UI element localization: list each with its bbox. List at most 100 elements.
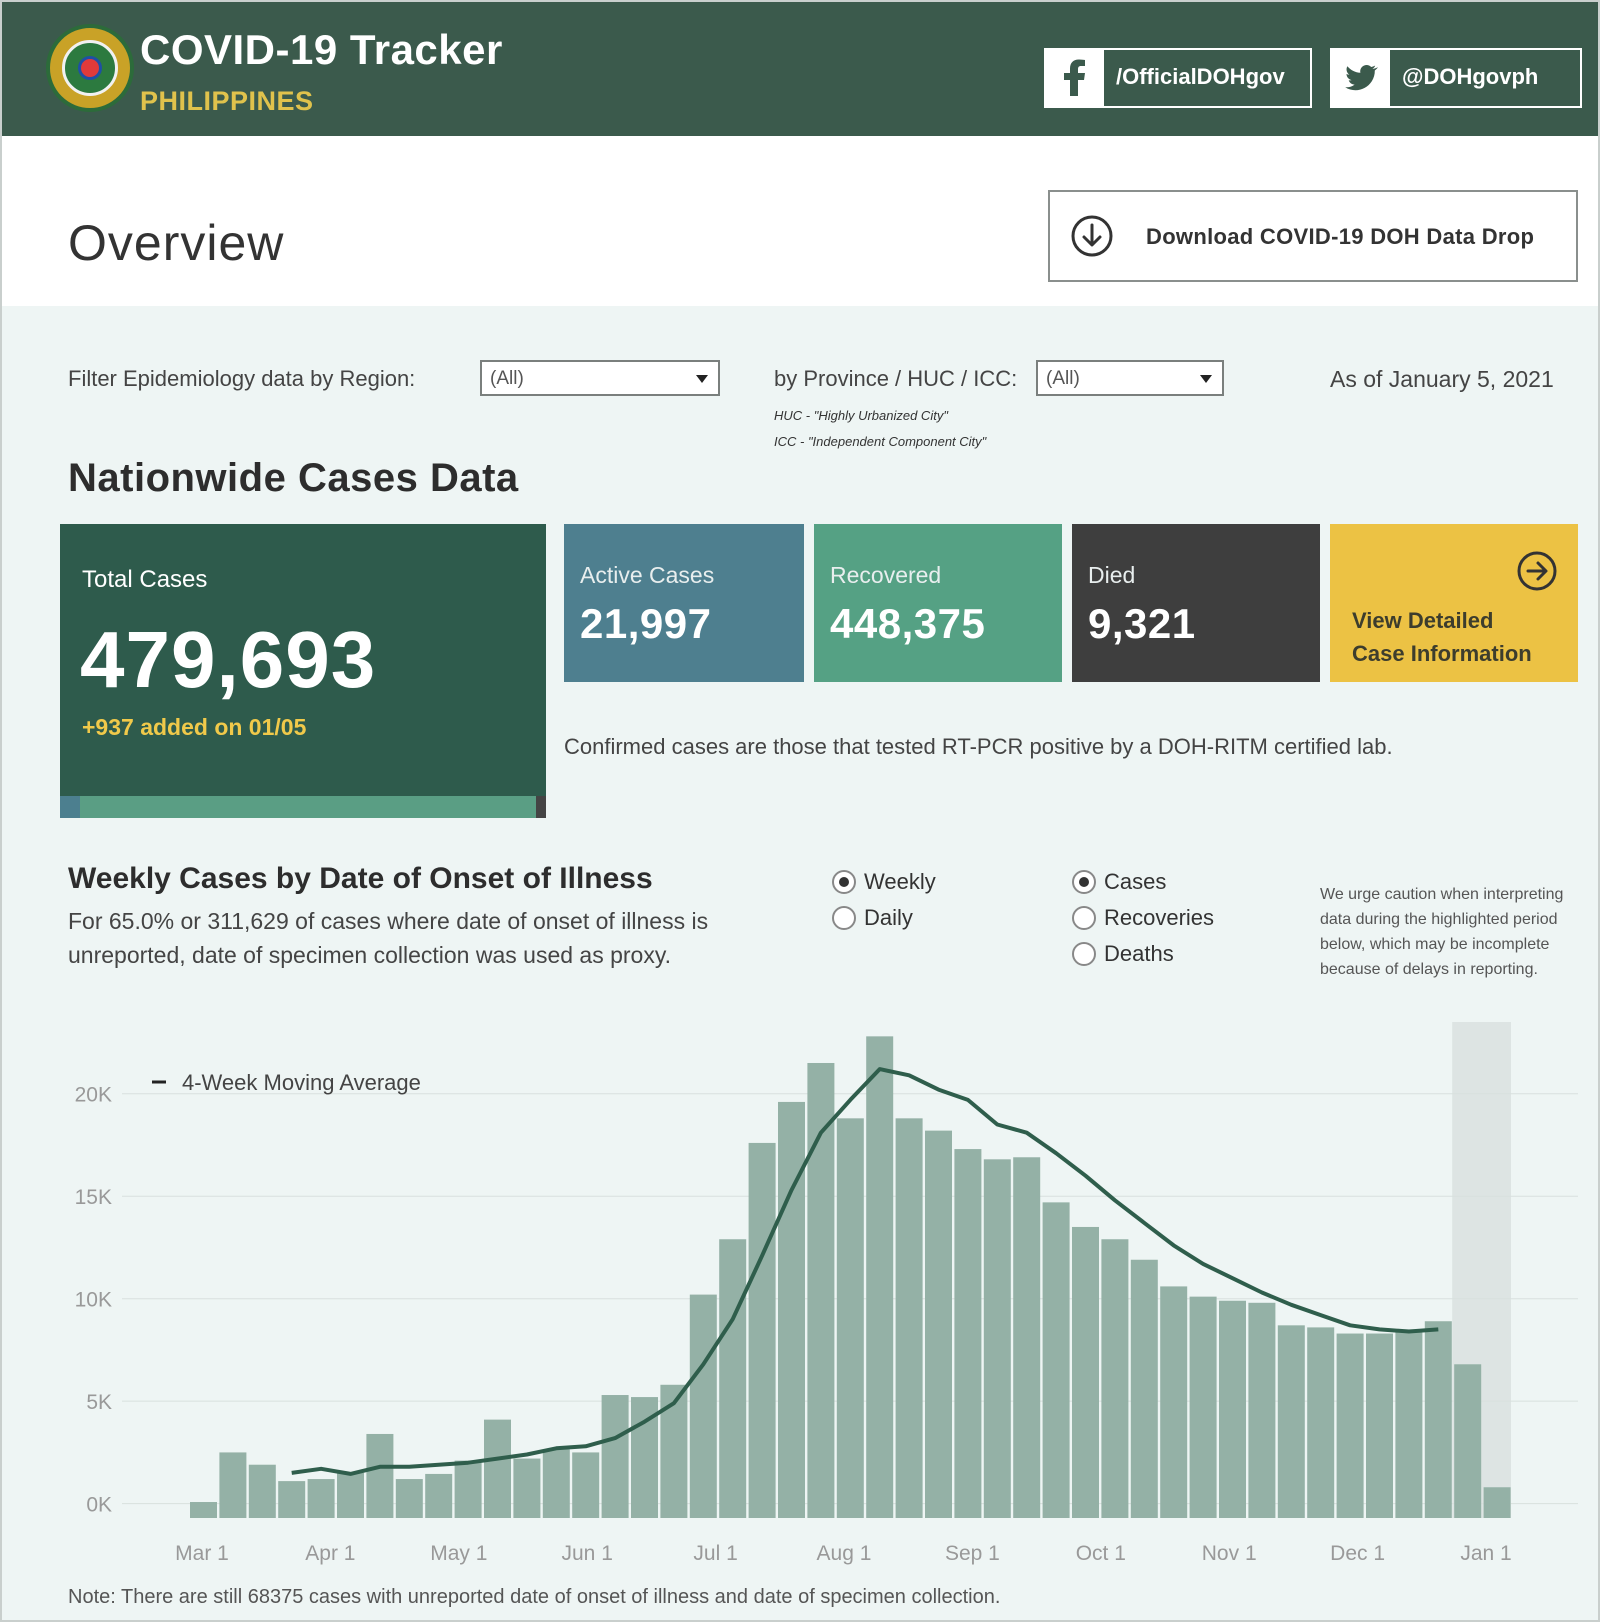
- province-filter-label: by Province / HUC / ICC:: [774, 366, 1018, 391]
- twitter-label: @DOHgovph: [1402, 64, 1539, 89]
- recovered-card: Recovered 448,375: [814, 524, 1062, 682]
- x-tick-label: Jun 1: [562, 1542, 613, 1565]
- bar: [807, 1062, 835, 1518]
- caution-note: We urge caution when interpreting data d…: [1320, 886, 1564, 978]
- x-tick-label: Nov 1: [1202, 1542, 1257, 1565]
- bar: [719, 1239, 747, 1518]
- overview-bar: Overview Download COVID-19 DOH Data Drop: [2, 136, 1598, 306]
- bar: [572, 1452, 600, 1518]
- bar: [484, 1419, 511, 1518]
- confirmed-cases-note: Confirmed cases are those that tested RT…: [564, 734, 1393, 759]
- bar: [1042, 1202, 1070, 1518]
- facebook-label: /OfficialDOHgov: [1116, 64, 1285, 89]
- bar: [278, 1481, 306, 1518]
- bar: [337, 1472, 364, 1518]
- y-tick-label: 10K: [75, 1289, 112, 1312]
- recovered-value: 448,375: [830, 600, 986, 647]
- total-cases-label: Total Cases: [82, 566, 208, 593]
- bar: [425, 1473, 453, 1518]
- chevron-down-icon: [1200, 375, 1212, 383]
- bar: [1336, 1333, 1364, 1518]
- radio-weekly-dot: [832, 870, 856, 894]
- bar: [513, 1458, 541, 1518]
- bar: [836, 1118, 864, 1518]
- facebook-icon: [1046, 50, 1104, 106]
- bar: [1219, 1300, 1246, 1518]
- radio-deaths-dot: [1072, 942, 1096, 966]
- bar: [1013, 1157, 1041, 1518]
- weekly-cases-chart[interactable]: 20K 15K 10K 5K 0K 4-Week Moving Average Mar 1 A…: [2, 1022, 1598, 1582]
- province-select-value: (All): [1046, 368, 1080, 389]
- twitter-link[interactable]: @DOHgovph: [1330, 48, 1582, 108]
- bar: [307, 1479, 335, 1518]
- total-cases-card: Total Cases 479,693 +937 added on 01/05: [60, 524, 546, 818]
- huc-note: HUC - "Highly Urbanized City": [774, 408, 948, 423]
- bar: [395, 1479, 423, 1518]
- died-label: Died: [1088, 562, 1136, 588]
- download-data-button[interactable]: Download COVID-19 DOH Data Drop: [1048, 190, 1578, 282]
- active-cases-value: 21,997: [580, 600, 712, 647]
- view-detailed-line1: View Detailed: [1352, 608, 1494, 633]
- y-tick-label: 15K: [75, 1186, 112, 1209]
- x-tick-label: Apr 1: [305, 1542, 355, 1565]
- view-detailed-label: View Detailed Case Information: [1352, 604, 1532, 670]
- arrow-right-circle-icon: [1517, 551, 1557, 591]
- x-tick-label: Jan 1: [1460, 1542, 1511, 1565]
- bar: [925, 1130, 952, 1518]
- bar: [1101, 1239, 1129, 1518]
- bar: [748, 1142, 776, 1518]
- radio-daily-dot: [832, 906, 856, 930]
- bar: [190, 1502, 217, 1518]
- province-select[interactable]: (All): [1036, 360, 1224, 396]
- active-cases-label: Active Cases: [580, 562, 715, 588]
- x-tick-label: May 1: [430, 1542, 487, 1565]
- bar: [689, 1294, 717, 1518]
- x-tick-label: Dec 1: [1330, 1542, 1385, 1565]
- region-select[interactable]: (All): [480, 360, 720, 396]
- x-tick-label: Mar 1: [175, 1542, 229, 1565]
- bar: [778, 1101, 805, 1518]
- total-cases-value: 479,693: [80, 615, 377, 704]
- bar: [1277, 1325, 1305, 1518]
- region-filter-label: Filter Epidemiology data by Region:: [68, 366, 416, 391]
- bar: [1483, 1487, 1511, 1518]
- bar: [1366, 1333, 1393, 1518]
- weekly-cases-title: Weekly Cases by Date of Onset of Illness: [68, 862, 653, 895]
- radio-daily-label: Daily: [864, 905, 913, 930]
- view-detailed-line2: Case Information: [1352, 641, 1532, 666]
- chart-footnote: Note: There are still 68375 cases with u…: [68, 1586, 1001, 1608]
- download-icon: [1071, 215, 1113, 257]
- view-detailed-case-button[interactable]: View Detailed Case Information: [1330, 524, 1578, 682]
- doh-seal-logo: [46, 24, 134, 112]
- bar: [542, 1449, 570, 1518]
- died-card: Died 9,321: [1072, 524, 1320, 682]
- bar: [454, 1460, 482, 1518]
- died-value: 9,321: [1088, 600, 1196, 647]
- nationwide-title: Nationwide Cases Data: [68, 456, 519, 500]
- y-tick-label: 20K: [75, 1084, 112, 1107]
- y-tick-label: 0K: [86, 1494, 112, 1517]
- icc-note: ICC - "Independent Component City": [774, 434, 987, 449]
- bar: [1307, 1327, 1335, 1518]
- chevron-down-icon: [696, 375, 708, 383]
- bar: [895, 1118, 923, 1518]
- radio-cases-dot: [1072, 870, 1096, 894]
- as-of-date: As of January 5, 2021: [1330, 366, 1554, 392]
- case-composition-bar: [60, 796, 546, 818]
- bar: [601, 1395, 629, 1518]
- bar: [1454, 1364, 1482, 1518]
- app-subtitle: PHILIPPINES: [140, 86, 314, 116]
- radio-recoveries-label: Recoveries: [1104, 905, 1215, 930]
- bar: [954, 1149, 982, 1518]
- download-label: Download COVID-19 DOH Data Drop: [1146, 224, 1535, 249]
- bar: [1072, 1226, 1099, 1518]
- bar: [248, 1464, 276, 1518]
- radio-deaths-label: Deaths: [1104, 941, 1174, 966]
- bar: [1395, 1329, 1423, 1518]
- x-tick-label: Aug 1: [817, 1542, 872, 1565]
- radio-weekly-label: Weekly: [864, 869, 936, 894]
- facebook-link[interactable]: /OfficialDOHgov: [1044, 48, 1312, 108]
- moving-average-line: [291, 1067, 1439, 1476]
- active-cases-card: Active Cases 21,997: [564, 524, 804, 682]
